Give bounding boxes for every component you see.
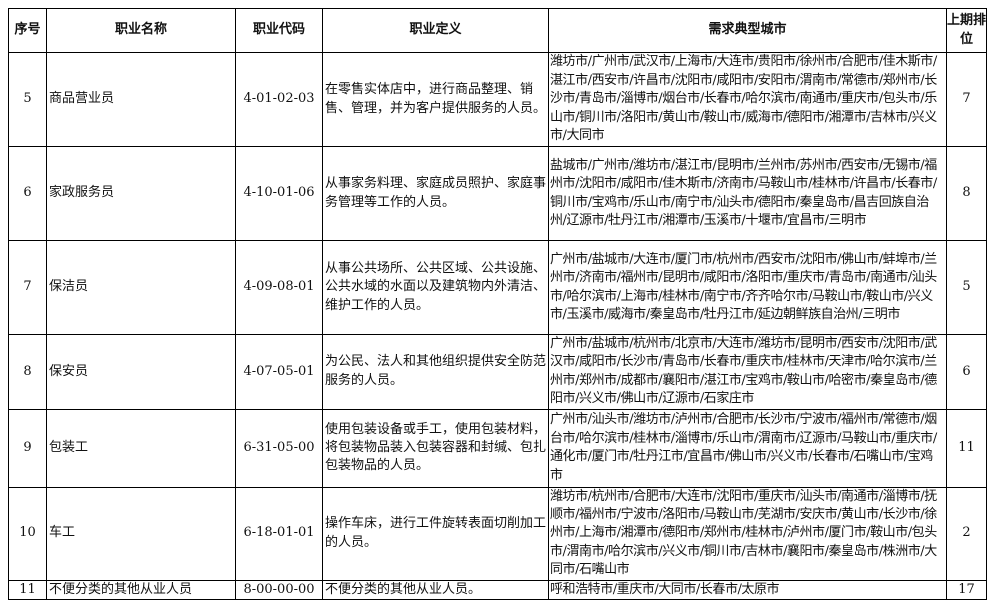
occupation-definition: 操作车床，进行工件旋转表面切削加工的人员。 <box>322 486 549 581</box>
occupation-code: 6-31-05-00 <box>235 408 323 488</box>
row-number: 10 <box>8 486 47 581</box>
header-definition: 职业定义 <box>322 8 549 53</box>
row-number: 5 <box>8 52 47 147</box>
occupation-name: 保安员 <box>46 334 236 410</box>
previous-rank: 11 <box>946 408 987 488</box>
occupation-definition: 从事家务料理、家庭成员照护、家庭事务管理等工作的人员。 <box>322 146 549 241</box>
table-row: 7 保洁员 4-09-08-01 从事公共场所、公共区域、公共设施、公共水域的水面以及… <box>8 240 987 335</box>
previous-rank: 7 <box>946 52 987 147</box>
row-number: 7 <box>8 240 47 335</box>
occupation-name: 车工 <box>46 486 236 581</box>
demand-cities: 潍坊市/杭州市/合肥市/大连市/沈阳市/重庆市/汕头市/南通市/淄博市/抚顺市/… <box>548 486 947 581</box>
occupation-code: 8-00-00-00 <box>235 579 323 601</box>
demand-cities: 潍坊市/广州市/武汉市/上海市/大连市/贵阳市/徐州市/合肥市/佳木斯市/湛江市… <box>548 52 947 147</box>
header-row: 序号 职业名称 职业代码 职业定义 需求典型城市 上期排位 <box>8 8 987 53</box>
occupation-code: 4-10-01-06 <box>235 146 323 241</box>
header-name: 职业名称 <box>46 8 236 53</box>
occupation-definition: 使用包装设备或手工，使用包装材料，将包装物品装入包装容器和封缄、包扎包装物品的人… <box>322 408 549 488</box>
previous-rank: 17 <box>946 579 987 601</box>
table-row: 6 家政服务员 4-10-01-06 从事家务料理、家庭成员照护、家庭事务管理等工作的… <box>8 146 987 241</box>
table-row: 9 包装工 6-31-05-00 使用包装设备或手工，使用包装材料，将包装物品装入包装… <box>8 408 987 488</box>
previous-rank: 8 <box>946 146 987 241</box>
demand-cities: 广州市/汕头市/潍坊市/泸州市/合肥市/长沙市/宁波市/福州市/常德市/烟台市/… <box>548 408 947 488</box>
occupation-name: 不便分类的其他从业人员 <box>46 579 236 601</box>
header-no: 序号 <box>8 8 47 53</box>
demand-cities: 广州市/盐城市/大连市/厦门市/杭州市/西安市/沈阳市/佛山市/蚌埠市/兰州市/… <box>548 240 947 335</box>
row-number: 11 <box>8 579 47 601</box>
occupation-table: 序号 职业名称 职业代码 职业定义 需求典型城市 上期排位 5 商品营业员 4-01… <box>8 8 987 601</box>
occupation-definition: 不便分类的其他从业人员。 <box>322 579 549 601</box>
demand-cities: 盐城市/广州市/潍坊市/湛江市/昆明市/兰州市/苏州市/西安市/无锡市/福州市/… <box>548 146 947 241</box>
occupation-definition: 在零售实体店中，进行商品整理、销售、管理，并为客户提供服务的人员。 <box>322 52 549 147</box>
occupation-name: 家政服务员 <box>46 146 236 241</box>
occupation-code: 6-18-01-01 <box>235 486 323 581</box>
occupation-code: 4-07-05-01 <box>235 334 323 410</box>
table-row: 10 车工 6-18-01-01 操作车床，进行工件旋转表面切削加工的人员。 潍坊市/杭… <box>8 486 987 581</box>
occupation-code: 4-01-02-03 <box>235 52 323 147</box>
header-prev-rank: 上期排位 <box>946 8 987 53</box>
row-number: 8 <box>8 334 47 410</box>
occupation-code: 4-09-08-01 <box>235 240 323 335</box>
occupation-name: 保洁员 <box>46 240 236 335</box>
previous-rank: 6 <box>946 334 987 410</box>
row-number: 6 <box>8 146 47 241</box>
demand-cities: 呼和浩特市/重庆市/大同市/长春市/太原市 <box>548 579 947 601</box>
occupation-name: 包装工 <box>46 408 236 488</box>
table-row: 5 商品营业员 4-01-02-03 在零售实体店中，进行商品整理、销售、管理，并为客… <box>8 52 987 147</box>
demand-cities: 广州市/盐城市/杭州市/北京市/大连市/潍坊市/昆明市/西安市/沈阳市/武汉市/… <box>548 334 947 410</box>
occupation-name: 商品营业员 <box>46 52 236 147</box>
table-row: 8 保安员 4-07-05-01 为公民、法人和其他组织提供安全防范服务的人员。 广州市… <box>8 334 987 410</box>
header-code: 职业代码 <box>235 8 323 53</box>
table-row: 11 不便分类的其他从业人员 8-00-00-00 不便分类的其他从业人员。 呼和浩特市… <box>8 579 987 601</box>
previous-rank: 2 <box>946 486 987 581</box>
row-number: 9 <box>8 408 47 488</box>
occupation-definition: 从事公共场所、公共区域、公共设施、公共水域的水面以及建筑物内外清洁、维护工作的人… <box>322 240 549 335</box>
previous-rank: 5 <box>946 240 987 335</box>
header-cities: 需求典型城市 <box>548 8 947 53</box>
occupation-definition: 为公民、法人和其他组织提供安全防范服务的人员。 <box>322 334 549 410</box>
